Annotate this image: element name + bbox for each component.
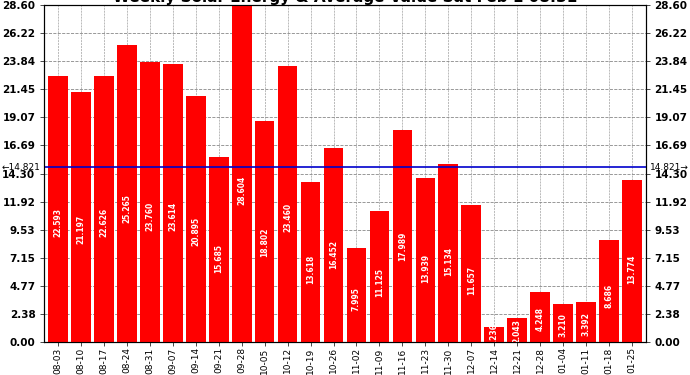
Text: 14.821→: 14.821→ (650, 163, 689, 172)
Bar (95, 76, 114, 342)
Bar (163, 64, 183, 342)
Bar (346, 248, 366, 342)
Bar (186, 96, 206, 342)
Text: 15.685: 15.685 (215, 244, 224, 273)
Text: 13.618: 13.618 (306, 255, 315, 284)
Text: 22.593: 22.593 (54, 208, 63, 237)
Bar (622, 180, 642, 342)
Text: 11.657: 11.657 (466, 266, 475, 295)
Text: 3.210: 3.210 (558, 313, 567, 337)
Bar (439, 164, 458, 342)
Text: 13.939: 13.939 (421, 254, 430, 283)
Text: 16.452: 16.452 (329, 240, 338, 269)
Bar (324, 148, 344, 342)
Text: 1.236: 1.236 (490, 323, 499, 347)
Text: 11.125: 11.125 (375, 268, 384, 297)
Bar (255, 121, 275, 342)
Text: 23.760: 23.760 (146, 201, 155, 231)
Text: ←14.821: ←14.821 (1, 163, 40, 172)
Bar (140, 62, 159, 342)
Text: 17.989: 17.989 (398, 232, 407, 261)
Bar (370, 211, 389, 342)
Bar (278, 66, 297, 342)
Bar (599, 240, 619, 342)
Text: 13.774: 13.774 (627, 254, 636, 284)
Bar (48, 76, 68, 342)
Bar (576, 302, 595, 342)
Text: 15.134: 15.134 (444, 247, 453, 276)
Bar (209, 157, 228, 342)
Text: 28.604: 28.604 (237, 176, 246, 205)
Bar (553, 304, 573, 342)
Text: 21.197: 21.197 (77, 215, 86, 244)
Bar (415, 178, 435, 342)
Bar (117, 45, 137, 342)
Bar (71, 93, 91, 342)
Bar (484, 327, 504, 342)
Text: 4.248: 4.248 (535, 308, 544, 332)
Text: 3.392: 3.392 (582, 312, 591, 336)
Bar (393, 130, 412, 342)
Text: 7.995: 7.995 (352, 288, 361, 311)
Bar (507, 318, 527, 342)
Text: 23.460: 23.460 (283, 203, 292, 232)
Text: 18.802: 18.802 (260, 228, 269, 257)
Bar (232, 5, 251, 342)
Text: 20.895: 20.895 (191, 217, 200, 246)
Text: 23.614: 23.614 (168, 202, 177, 231)
Text: 25.265: 25.265 (123, 194, 132, 222)
Bar (462, 205, 481, 342)
Text: 2.043: 2.043 (513, 319, 522, 343)
Title: Weekly Solar Energy & Average Value Sat Feb 1 08:31: Weekly Solar Energy & Average Value Sat … (113, 0, 577, 5)
Text: 22.626: 22.626 (99, 207, 108, 237)
Bar (531, 292, 550, 342)
Bar (301, 182, 320, 342)
Text: 8.686: 8.686 (604, 284, 613, 308)
